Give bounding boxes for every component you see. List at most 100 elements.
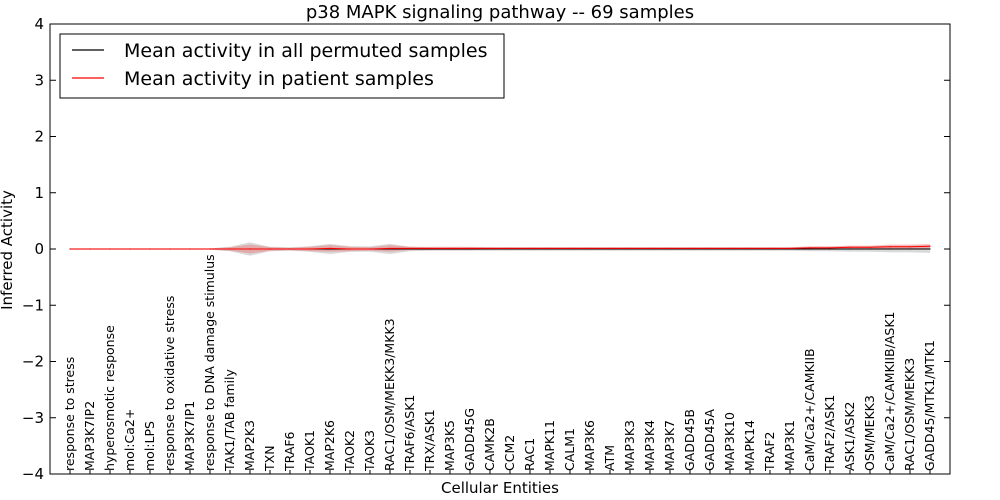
x-tick-label: MAP3K7IP1	[182, 401, 197, 471]
y-tick-label: 0	[34, 240, 44, 258]
x-tick-label: GADD45A	[702, 409, 717, 471]
data-point	[849, 246, 851, 248]
data-point	[129, 248, 131, 250]
data-point	[509, 247, 511, 249]
y-tick-label: 3	[34, 71, 44, 89]
data-point	[189, 248, 191, 250]
data-point	[469, 247, 471, 249]
data-point	[489, 247, 491, 249]
data-point	[309, 248, 311, 250]
x-tick-label: hyperosmotic response	[102, 325, 117, 471]
data-point	[889, 246, 891, 248]
x-tick-label: MAP3K6	[582, 420, 597, 471]
x-tick-label: TAOK3	[362, 430, 377, 472]
data-point	[289, 248, 291, 250]
x-tick-label: mol:Ca2+	[122, 409, 137, 471]
x-tick-label: GADD45B	[682, 409, 697, 471]
data-point	[569, 247, 571, 249]
x-tick-label: CaM/Ca2+/CAMKIIB	[802, 348, 817, 471]
data-point	[829, 247, 831, 249]
data-point	[609, 247, 611, 249]
data-point	[809, 247, 811, 249]
x-tick-label: TAK1/TAB family	[222, 368, 237, 472]
x-tick-label: CALM1	[562, 428, 577, 471]
data-point	[749, 247, 751, 249]
x-tick-label: mol:LPS	[142, 421, 157, 471]
x-tick-label: MAP3K3	[622, 420, 637, 471]
data-point	[649, 247, 651, 249]
data-point	[809, 248, 811, 250]
x-tick-label: TXN	[262, 445, 277, 472]
data-point	[409, 247, 411, 249]
data-point	[149, 248, 151, 250]
y-tick-label: 1	[34, 184, 44, 202]
y-tick-label: 4	[34, 15, 44, 33]
y-tick-label: 2	[34, 128, 44, 146]
data-point	[549, 247, 551, 249]
data-point	[449, 247, 451, 249]
data-point	[729, 247, 731, 249]
x-tick-label: MAP2K6	[322, 420, 337, 471]
x-axis-category-labels: response to stress MAP3K7IP2 hyperosmotic …	[62, 254, 937, 474]
x-tick-label: MAP3K7IP2	[82, 401, 97, 471]
x-tick-label: RAC1/OSM/MEKK3	[902, 358, 917, 471]
legend-label-patient: Mean activity in patient samples	[124, 68, 434, 90]
x-tick-label: TRX/ASK1	[422, 409, 437, 472]
x-tick-label: GADD45G	[462, 408, 477, 471]
data-point	[229, 248, 231, 250]
data-point	[869, 248, 871, 250]
x-tick-label: MAPK14	[742, 420, 757, 471]
x-tick-label: MAP3K10	[722, 412, 737, 471]
data-point	[109, 248, 111, 250]
x-tick-label: MAP3K4	[642, 420, 657, 471]
legend-label-permuted: Mean activity in all permuted samples	[124, 40, 487, 62]
data-point	[389, 247, 391, 249]
data-point	[689, 247, 691, 249]
y-axis-title: Inferred Activity	[0, 190, 16, 310]
x-tick-label: CaM/Ca2+/CAMKIIB/ASK1	[882, 312, 897, 471]
data-point	[69, 248, 71, 250]
legend-box	[59, 33, 505, 99]
data-point	[929, 245, 931, 247]
x-tick-label: response to stress	[62, 357, 77, 471]
data-point	[629, 247, 631, 249]
x-tick-label: TRAF2/ASK1	[822, 395, 837, 472]
x-tick-label: MAPK11	[542, 420, 557, 471]
data-point	[529, 247, 531, 249]
data-point	[929, 248, 931, 250]
x-tick-label: CAMK2B	[482, 418, 497, 471]
legend: Mean activity in all permuted samples Me…	[59, 33, 505, 99]
data-point	[589, 247, 591, 249]
x-tick-label: ASK1/ASK2	[842, 402, 857, 471]
data-point	[889, 248, 891, 250]
data-point	[269, 248, 271, 250]
x-tick-label: TAOK1	[302, 430, 317, 472]
data-point	[669, 247, 671, 249]
data-point	[869, 246, 871, 248]
x-tick-label: RAC1/OSM/MEKK3/MKK3	[382, 318, 397, 471]
x-tick-label: TAOK2	[342, 430, 357, 472]
data-point	[369, 248, 371, 250]
y-axis-ticks: −4 −3 −2 −1 0 1 2 3 4	[22, 15, 950, 483]
data-point	[849, 248, 851, 250]
x-tick-label: response to oxidative stress	[162, 296, 177, 471]
data-point	[909, 246, 911, 248]
x-tick-label: TRAF6	[282, 431, 297, 472]
y-tick-label: −1	[22, 296, 44, 314]
x-tick-label: MAP3K7	[662, 420, 677, 471]
x-tick-label: response to DNA damage stimulus	[202, 254, 217, 471]
series-line-1	[70, 245, 931, 250]
data-point	[429, 247, 431, 249]
x-tick-label: MAP3K1	[782, 420, 797, 471]
data-point	[829, 248, 831, 250]
y-tick-label: −4	[22, 465, 44, 483]
data-point	[349, 248, 351, 250]
data-point	[329, 247, 331, 249]
series-lines	[69, 245, 931, 250]
data-point	[789, 247, 791, 249]
x-tick-label: ATM	[602, 445, 617, 471]
x-tick-label: CCM2	[502, 435, 517, 471]
x-tick-label: MAP3K5	[442, 420, 457, 471]
data-point	[769, 247, 771, 249]
data-point	[169, 248, 171, 250]
